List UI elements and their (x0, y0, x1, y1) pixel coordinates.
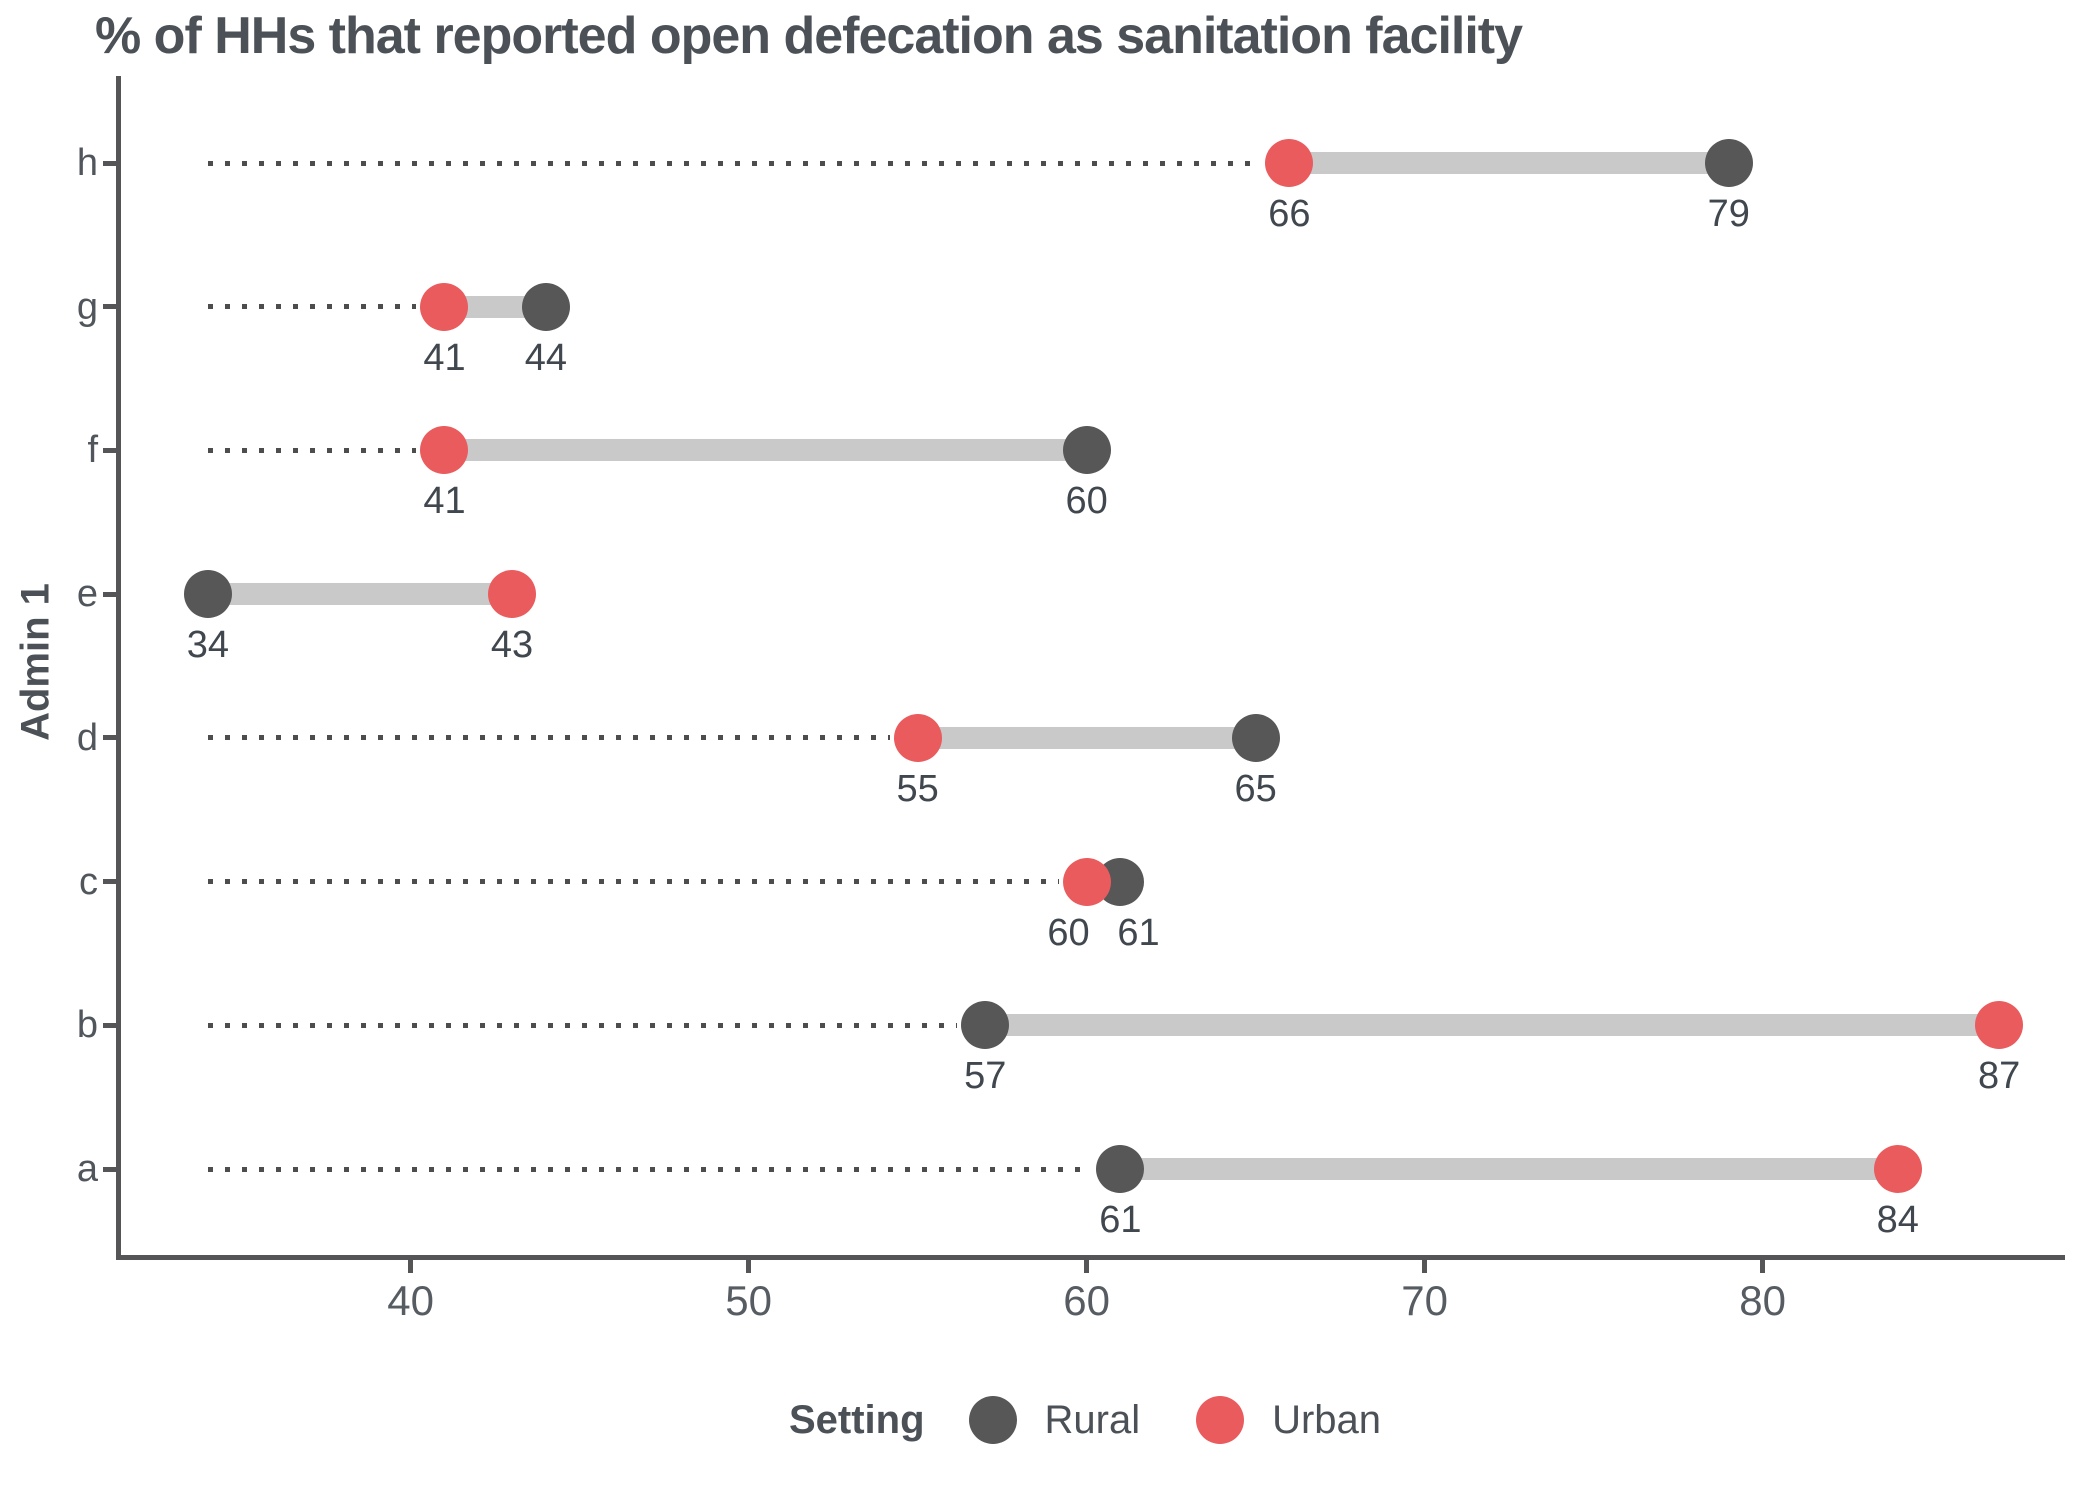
x-tick-label: 70 (1401, 1277, 1448, 1324)
y-tick-label: c (79, 860, 98, 903)
y-tick-mark (103, 879, 116, 885)
y-tick-mark (103, 1022, 116, 1028)
x-tick-label: 80 (1739, 1277, 1786, 1324)
legend-swatch-rural (968, 1396, 1017, 1444)
y-tick-label: h (76, 142, 98, 184)
y-tick-label: g (76, 285, 98, 328)
dot-rural-e (183, 570, 232, 619)
legend-items: Rural Urban (968, 1396, 1381, 1444)
x-axis-line (116, 1255, 2065, 1260)
y-tick-mark (103, 160, 116, 166)
y-tick-label: d (76, 716, 98, 759)
value-label-rural-c: 61 (1117, 911, 1160, 954)
y-tick-label: b (76, 1004, 98, 1047)
legend-item-rural: Rural (968, 1396, 1141, 1444)
dot-urban-f (420, 426, 469, 475)
dotted-leader (207, 879, 1059, 885)
value-label-rural-e: 34 (186, 624, 229, 667)
y-tick-label: e (76, 573, 98, 616)
value-label-urban-f: 41 (423, 480, 466, 523)
value-label-urban-g: 41 (423, 336, 466, 379)
range-bar (444, 439, 1087, 462)
value-label-rural-b: 57 (964, 1055, 1007, 1098)
range-bar (1289, 152, 1729, 174)
y-tick-mark (103, 591, 116, 597)
range-bar (917, 726, 1256, 749)
chart-title: % of HHs that reported open defecation a… (95, 7, 1523, 65)
value-label-urban-e: 43 (490, 624, 534, 667)
y-tick-label: f (87, 429, 98, 472)
y-tick-label: a (76, 1148, 98, 1190)
x-tick-mark (1084, 1260, 1090, 1273)
value-label-urban-d: 55 (896, 767, 939, 810)
dot-rural-h (1704, 139, 1753, 187)
x-tick-label: 40 (387, 1277, 435, 1324)
legend-title: Setting (788, 1397, 925, 1442)
y-tick-mark (103, 1166, 116, 1172)
dot-rural-b (961, 1001, 1010, 1050)
dot-rural-a (1096, 1145, 1145, 1193)
legend-label-urban: Urban (1272, 1397, 1382, 1442)
legend-swatch-urban (1196, 1396, 1245, 1444)
range-bar (985, 1014, 2000, 1037)
dot-urban-d (893, 713, 942, 762)
value-label-rural-f: 60 (1065, 480, 1108, 523)
dotted-leader (207, 304, 417, 310)
dotted-leader (207, 735, 890, 741)
x-tick-mark (1760, 1260, 1766, 1273)
range-bar (1120, 1158, 1898, 1180)
y-tick-mark (103, 735, 116, 741)
x-tick-mark (746, 1260, 752, 1273)
value-label-urban-b: 87 (1978, 1055, 2021, 1098)
value-label-urban-h: 66 (1268, 193, 1311, 235)
value-label-rural-a: 61 (1099, 1199, 1142, 1241)
dot-urban-a (1873, 1145, 1922, 1193)
value-label-rural-d: 65 (1234, 767, 1277, 810)
y-tick-mark (103, 304, 116, 310)
x-tick-label: 50 (725, 1277, 772, 1324)
dot-urban-e (488, 570, 537, 619)
y-axis-line (116, 76, 121, 1260)
x-tick-label: 60 (1063, 1277, 1110, 1324)
value-label-rural-h: 79 (1707, 193, 1750, 235)
value-label-urban-c: 60 (1047, 911, 1090, 954)
value-label-rural-g: 44 (524, 336, 567, 379)
dotted-leader (207, 447, 417, 453)
legend-label-rural: Rural (1044, 1397, 1141, 1442)
dotted-leader (207, 1022, 958, 1028)
y-tick-mark (103, 447, 116, 453)
value-label-urban-a: 84 (1876, 1199, 1919, 1241)
dot-rural-g (521, 282, 570, 331)
range-bar (444, 295, 546, 318)
range-bar (207, 583, 513, 606)
legend-item-urban: Urban (1196, 1396, 1381, 1444)
dotted-leader (207, 160, 1262, 166)
dot-rural-d (1231, 713, 1280, 762)
x-tick-mark (408, 1260, 414, 1273)
dot-urban-g (420, 282, 469, 331)
dot-urban-c (1062, 857, 1111, 906)
x-tick-mark (1422, 1260, 1428, 1273)
dotted-leader (207, 1166, 1093, 1172)
legend: Setting Rural Urban (70, 1396, 2100, 1444)
dot-rural-f (1062, 426, 1111, 475)
dot-urban-b (1975, 1001, 2024, 1050)
dot-urban-h (1265, 139, 1314, 187)
